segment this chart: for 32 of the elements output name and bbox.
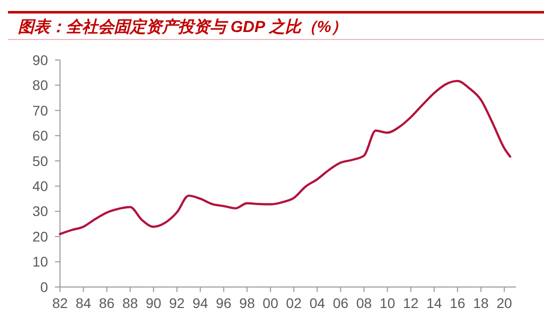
y-tick-label: 0 bbox=[40, 278, 48, 295]
x-tick-label: 12 bbox=[402, 295, 419, 311]
x-tick-label: 90 bbox=[146, 295, 162, 311]
x-tick-label: 94 bbox=[192, 295, 208, 311]
x-tick-label: 10 bbox=[380, 295, 396, 311]
y-tick-label: 60 bbox=[32, 128, 48, 144]
y-tick-label: 90 bbox=[32, 52, 48, 68]
x-tick-label: 16 bbox=[450, 295, 466, 311]
x-tick-label: 18 bbox=[473, 295, 489, 311]
y-tick-label: 80 bbox=[32, 77, 48, 94]
x-tick-label: 06 bbox=[332, 295, 349, 311]
chart-title: 图表：全社会固定资产投资与 GDP 之比（%） bbox=[18, 18, 348, 36]
y-tick-label: 20 bbox=[32, 228, 48, 244]
x-tick-label: 04 bbox=[309, 295, 326, 311]
line-series bbox=[58, 80, 512, 236]
x-tick-label: 00 bbox=[262, 295, 278, 311]
x-tick-label: 82 bbox=[52, 295, 68, 311]
y-tick-label: 50 bbox=[32, 152, 48, 169]
x-tick-label: 20 bbox=[496, 295, 512, 311]
x-tick-label: 08 bbox=[356, 295, 372, 311]
y-tick-label: 30 bbox=[32, 203, 48, 220]
x-tick-label: 92 bbox=[169, 295, 185, 311]
x-tick-label: 88 bbox=[122, 295, 138, 311]
x-tick-label: 84 bbox=[76, 295, 92, 311]
y-tick-label: 10 bbox=[32, 254, 48, 270]
y-tick-label: 70 bbox=[32, 102, 48, 118]
y-tick-label: 40 bbox=[32, 178, 48, 194]
x-tick-label: 02 bbox=[286, 295, 302, 311]
x-tick-label: 14 bbox=[426, 295, 442, 311]
x-tick-label: 98 bbox=[239, 295, 256, 311]
x-tick-label: 86 bbox=[98, 295, 115, 311]
x-tick-label: 96 bbox=[216, 295, 232, 311]
